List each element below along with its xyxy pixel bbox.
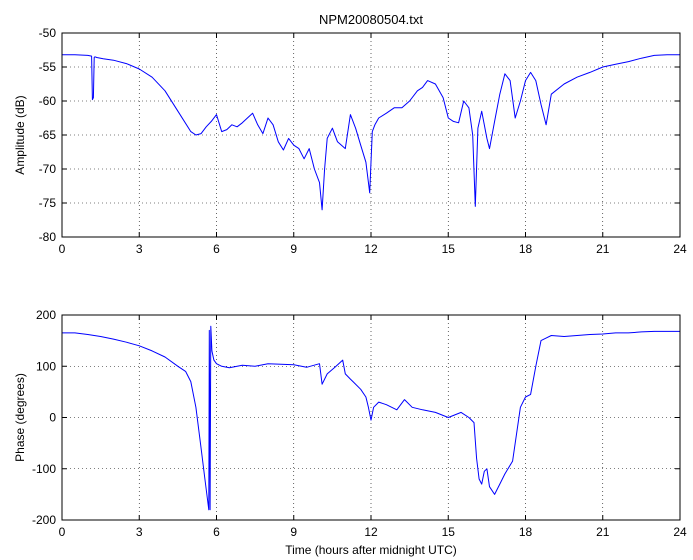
y-tick-label: 200	[36, 308, 56, 322]
x-tick-label: 24	[673, 242, 687, 256]
x-tick-label: 3	[136, 242, 143, 256]
x-tick-label: 15	[442, 525, 456, 539]
x-tick-label: 18	[519, 242, 533, 256]
x-tick-label: 21	[596, 525, 610, 539]
plot-border	[61, 314, 681, 521]
y-tick-label: -75	[39, 196, 57, 210]
x-tick-label: 12	[364, 242, 378, 256]
x-tick-label: 0	[59, 525, 66, 539]
y-tick-label: -80	[39, 230, 57, 244]
data-series-line	[62, 325, 680, 511]
y-tick-label: -70	[39, 162, 57, 176]
y-tick-label: -60	[39, 94, 57, 108]
y-tick-label: 0	[49, 411, 56, 425]
data-series-line	[62, 54, 680, 211]
y-tick-label: 100	[36, 359, 56, 373]
x-tick-label: 0	[59, 242, 66, 256]
y-axis-label: Amplitude (dB)	[13, 95, 27, 174]
x-axis-label: Time (hours after midnight UTC)	[285, 543, 457, 557]
x-tick-label: 9	[290, 525, 297, 539]
plot-border	[61, 32, 681, 238]
x-tick-label: 12	[364, 525, 378, 539]
x-tick-label: 24	[673, 525, 687, 539]
x-tick-label: 6	[213, 525, 220, 539]
x-tick-label: 9	[290, 242, 297, 256]
y-tick-label: -50	[39, 26, 57, 40]
x-tick-label: 18	[519, 525, 533, 539]
x-tick-label: 3	[136, 525, 143, 539]
y-tick-label: -200	[32, 513, 56, 527]
y-tick-label: -100	[32, 462, 56, 476]
x-tick-label: 15	[442, 242, 456, 256]
phase-panel: 0 3 6 9 12 15 18 21 24 -200 -100 0 100 200 Phase (degr…	[13, 308, 687, 557]
x-tick-label: 21	[596, 242, 610, 256]
chart-title: NPM20080504.txt	[319, 12, 423, 27]
x-tick-label: 6	[213, 242, 220, 256]
amplitude-panel: 0 3 6 9 12 15 18 21 24 -80 -75 -70 -65 -60 -55 -50 NPM20…	[13, 12, 687, 256]
y-tick-label: -55	[39, 60, 57, 74]
y-axis-label: Phase (degrees)	[13, 373, 27, 462]
y-tick-label: -65	[39, 128, 57, 142]
